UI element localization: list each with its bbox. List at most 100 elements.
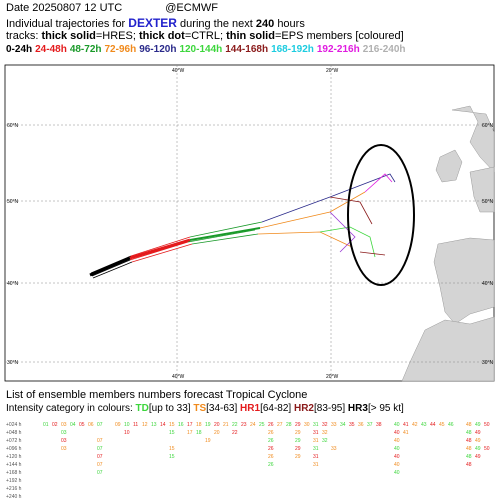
member-number: 40 [394, 438, 400, 444]
member-number: 32 [322, 430, 328, 436]
period-label: 192-216h [316, 44, 360, 55]
member-number: 26 [268, 462, 274, 468]
highlight-ellipse [347, 144, 415, 286]
member-number: 20 [214, 430, 220, 436]
track-legend-text: thin solid [226, 30, 275, 42]
member-number: 48 [466, 438, 472, 444]
lon-label: 40°W [172, 68, 185, 74]
member-number: 41 [403, 430, 409, 436]
lat-label: 30°N [482, 360, 494, 366]
member-number: 02 [52, 422, 58, 428]
land [401, 105, 495, 382]
member-number: 17 [187, 430, 193, 436]
member-number: 19 [205, 422, 211, 428]
member-number: 26 [268, 454, 274, 460]
intensity-text: [up to 33] [148, 403, 194, 414]
member-number: 50 [484, 446, 490, 452]
track-legend-text: =EPS members [coloured] [274, 30, 404, 42]
header-line3: tracks: thick solid=HRES; thick dot=CTRL… [6, 30, 404, 42]
lat-label: 40°N [7, 281, 19, 287]
track-legend-text: tracks: [6, 30, 42, 42]
member-number: 23 [241, 422, 247, 428]
member-number: 18 [196, 430, 202, 436]
member-number: 19 [205, 438, 211, 444]
track-legend-text: =CTRL; [184, 30, 227, 42]
member-number: 34 [340, 422, 346, 428]
period-label: 48-72h [69, 44, 102, 55]
member-number: 06 [88, 422, 94, 428]
member-number: 40 [394, 422, 400, 428]
date: Date 20250807 12 UTC [6, 2, 123, 14]
period-legend: 0-24h 24-48h 48-72h 72-96h 96-120h 120-144h 14… [6, 44, 409, 55]
lat-label: 40°N [482, 281, 494, 287]
tracks [89, 173, 396, 279]
intensity-legend: Intensity category in colours: TD[up to … [6, 403, 404, 414]
intensity-text: HR3 [347, 403, 368, 414]
storm-name: DEXTER [128, 16, 177, 30]
row-label: +168 h [6, 470, 22, 476]
period-label: 72-96h [104, 44, 137, 55]
member-number: 15 [169, 430, 175, 436]
member-number: 11 [133, 422, 138, 428]
lon-label: 40°W [172, 374, 185, 380]
member-number: 46 [448, 422, 454, 428]
member-number: 48 [466, 430, 472, 436]
member-number: 32 [322, 422, 328, 428]
row-label: +072 h [6, 438, 22, 444]
member-number: 15 [169, 422, 175, 428]
member-number: 28 [286, 422, 292, 428]
member-number: 21 [223, 422, 229, 428]
member-number: 22 [232, 430, 238, 436]
member-number: 15 [169, 446, 175, 452]
member-number: 07 [97, 470, 103, 476]
member-number: 18 [196, 422, 202, 428]
member-number: 03 [61, 446, 67, 452]
member-number: 40 [394, 470, 400, 476]
member-number: 25 [259, 422, 265, 428]
row-label: +024 h [6, 422, 22, 428]
lon-label: 20°W [326, 374, 339, 380]
member-number: 40 [394, 446, 400, 452]
row-label: +144 h [6, 462, 22, 468]
member-number: 33 [331, 446, 337, 452]
period-label: 168-192h [271, 44, 314, 55]
period-label: 120-144h [179, 44, 223, 55]
lon-label: 20°W [326, 68, 339, 74]
intensity-text: Intensity category in colours: [6, 403, 136, 414]
track-legend-text: thick solid [41, 30, 96, 42]
member-number: 07 [97, 446, 103, 452]
member-number: 37 [367, 422, 373, 428]
header-line2: Individual trajectories for DEXTER durin… [6, 16, 305, 30]
member-number: 26 [268, 422, 274, 428]
text: Individual trajectories for [6, 18, 126, 30]
intensity-text: [34-63] [206, 403, 241, 414]
member-number: 29 [295, 438, 301, 444]
member-number: 15 [169, 454, 175, 460]
lat-label: 30°N [7, 360, 19, 366]
intensity-text: TS [193, 403, 207, 414]
member-number: 31 [313, 462, 319, 468]
member-number: 31 [313, 430, 319, 436]
row-label: +096 h [6, 446, 22, 452]
member-number: 33 [331, 422, 337, 428]
member-number: 44 [430, 422, 436, 428]
member-number: 30 [304, 422, 310, 428]
member-number: 07 [97, 462, 103, 468]
member-number: 07 [97, 454, 103, 460]
member-table: +024 h 01 02 03 04 05 06 07 09 10 11 12 13 14 15 16 17 18… [6, 422, 490, 500]
member-number: 43 [421, 422, 427, 428]
row-label: +120 h [6, 454, 22, 460]
member-number: 07 [97, 422, 103, 428]
member-number: 31 [313, 438, 319, 444]
intensity-text: HR2 [293, 403, 314, 414]
period-label: 144-168h [225, 44, 269, 55]
member-number: 10 [124, 430, 130, 436]
row-label: +048 h [6, 430, 22, 436]
member-number: 22 [232, 422, 238, 428]
member-number: 12 [142, 422, 148, 428]
member-number: 38 [376, 422, 382, 428]
member-number: 13 [151, 422, 157, 428]
member-number: 03 [61, 430, 67, 436]
member-number: 14 [160, 422, 166, 428]
